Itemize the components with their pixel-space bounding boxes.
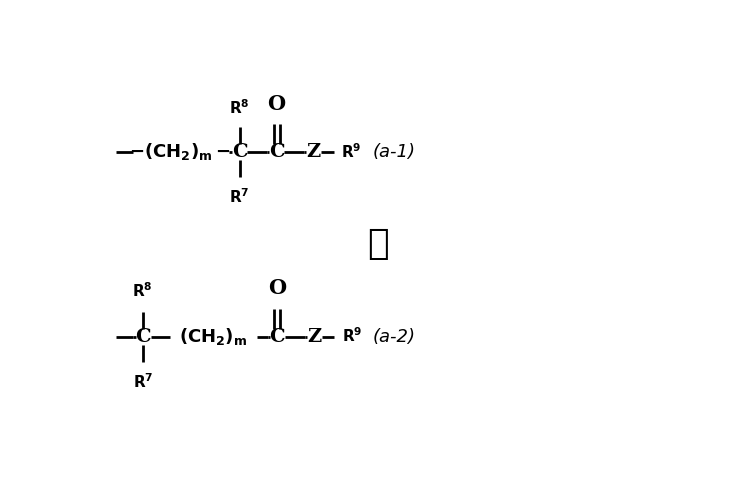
Text: $\mathbf{-(CH_2)_m-}$: $\mathbf{-(CH_2)_m-}$ — [129, 141, 231, 162]
Text: (a-2): (a-2) — [373, 328, 416, 346]
Text: $\mathbf{R^7}$: $\mathbf{R^7}$ — [133, 372, 154, 391]
Text: $\mathbf{R^9}$: $\mathbf{R^9}$ — [342, 327, 362, 346]
Text: Z: Z — [307, 328, 322, 346]
Text: Z: Z — [306, 143, 321, 161]
Text: O: O — [269, 278, 286, 299]
Text: (a-1): (a-1) — [372, 143, 415, 161]
Text: O: O — [267, 94, 286, 113]
Text: $\mathbf{(CH_2)_m}$: $\mathbf{(CH_2)_m}$ — [179, 326, 246, 347]
Text: C: C — [232, 143, 247, 161]
Text: $\mathbf{R^8}$: $\mathbf{R^8}$ — [132, 281, 153, 300]
Text: $\mathbf{R^8}$: $\mathbf{R^8}$ — [229, 98, 249, 117]
Text: $\mathbf{R^9}$: $\mathbf{R^9}$ — [341, 142, 362, 161]
Text: C: C — [269, 328, 285, 346]
Text: C: C — [136, 328, 151, 346]
Text: 或: 或 — [368, 227, 389, 262]
Text: $\mathbf{R^7}$: $\mathbf{R^7}$ — [230, 188, 250, 206]
Text: C: C — [269, 143, 284, 161]
